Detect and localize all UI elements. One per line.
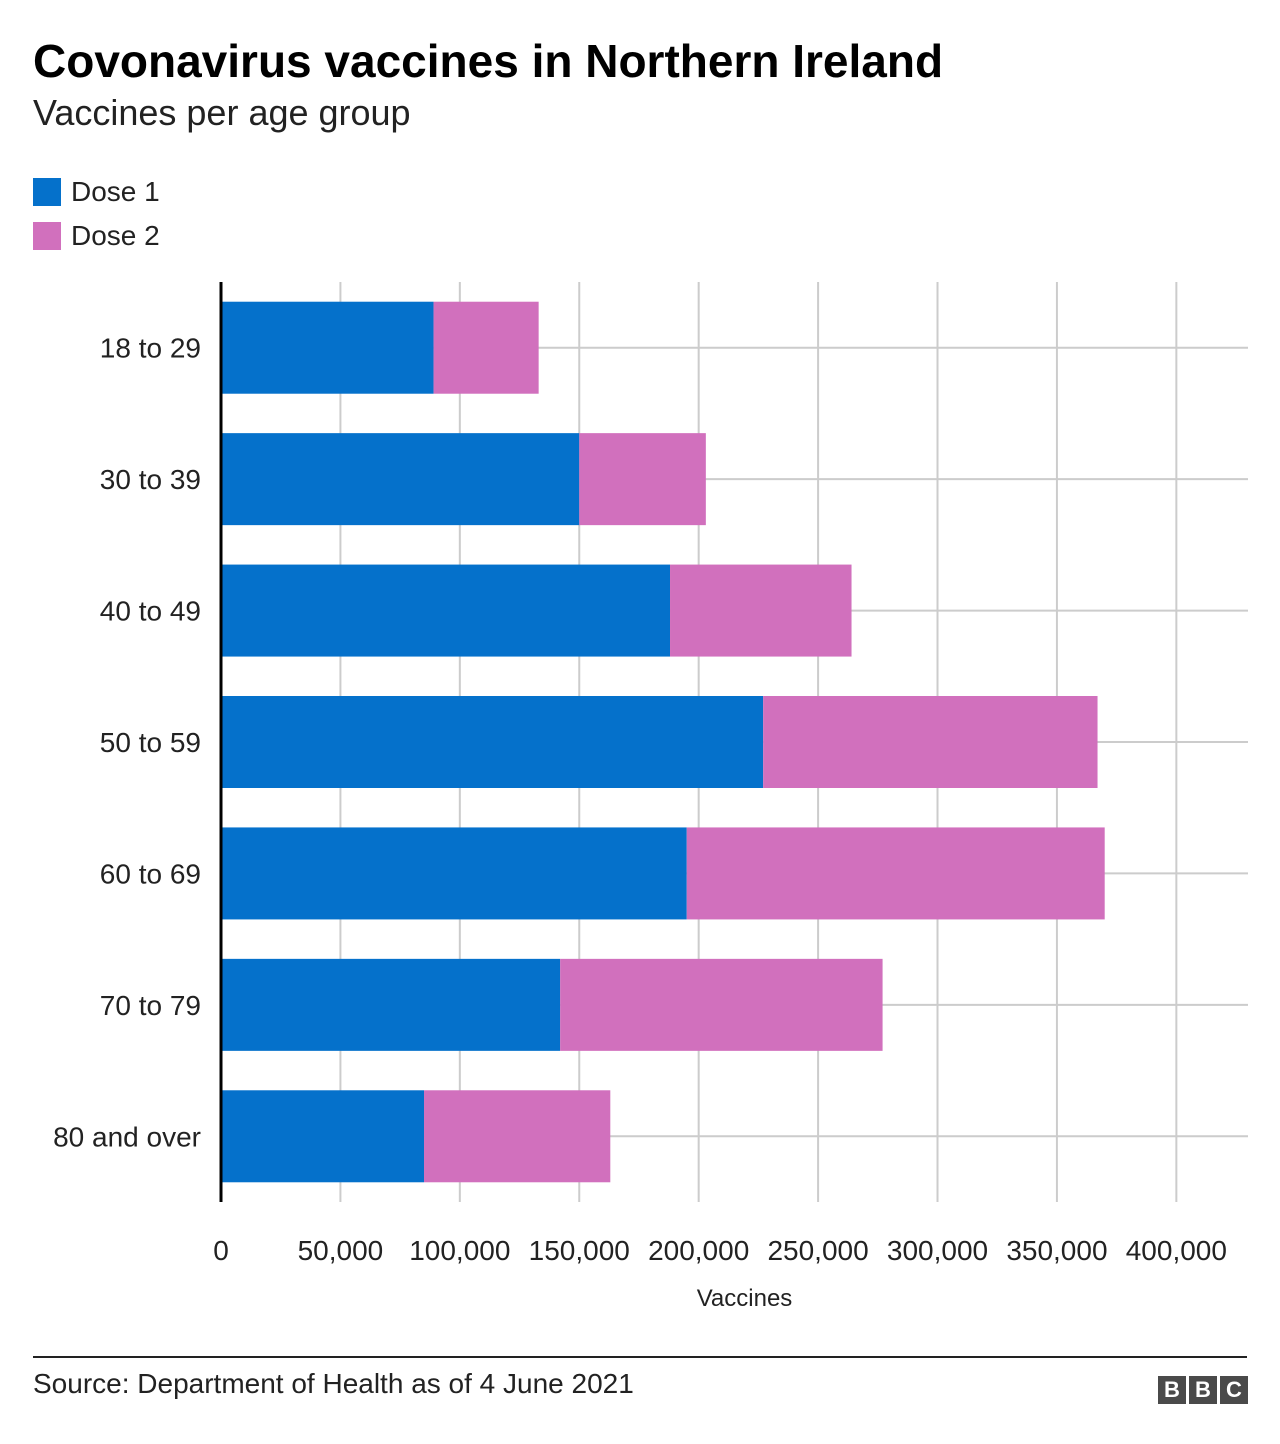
bar-chart: 18 to 29 30 to 39 40 to 49 50 to 59 60 to 69… — [53, 282, 1248, 1312]
bar-dose-2 — [670, 564, 852, 657]
footer-divider — [33, 1356, 1247, 1358]
category-label: 50 to 59 — [100, 727, 201, 758]
x-axis-label: Vaccines — [697, 1285, 793, 1312]
bbc-logo: B B C — [1158, 1376, 1248, 1404]
bbc-logo-block: B — [1158, 1376, 1186, 1404]
legend-item-dose-1: Dose 1 — [33, 170, 160, 214]
x-tick-label: 0 — [213, 1235, 229, 1266]
x-tick-label: 150,000 — [529, 1235, 630, 1266]
bar-dose-2 — [424, 1090, 611, 1183]
x-tick-label: 300,000 — [887, 1235, 988, 1266]
x-tick-label: 50,000 — [298, 1235, 384, 1266]
chart-title: Covonavirus vaccines in Northern Ireland — [33, 35, 944, 87]
bar-dose-1 — [221, 696, 764, 788]
category-label: 80 and over — [53, 1121, 201, 1152]
bbc-logo-block: C — [1220, 1376, 1248, 1404]
legend-swatch-dose-1 — [33, 178, 61, 206]
bar-dose-2 — [433, 301, 539, 394]
x-tick-label: 250,000 — [767, 1235, 868, 1266]
source-note: Source: Department of Health as of 4 Jun… — [33, 1368, 634, 1399]
bar-dose-1 — [221, 1090, 425, 1183]
legend-swatch-dose-2 — [33, 222, 61, 250]
legend-label-dose-1: Dose 1 — [71, 176, 160, 207]
x-tick-label: 350,000 — [1006, 1235, 1107, 1266]
bar-dose-2 — [763, 696, 1098, 788]
chart-subtitle: Vaccines per age group — [33, 92, 411, 133]
bar-dose-2 — [686, 827, 1105, 920]
bar-dose-1 — [221, 433, 580, 526]
bar-dose-2 — [579, 433, 706, 526]
bar-dose-1 — [221, 827, 687, 920]
category-label: 60 to 69 — [100, 858, 201, 889]
bar-dose-1 — [221, 301, 434, 394]
x-tick-label: 100,000 — [409, 1235, 510, 1266]
legend-item-dose-2: Dose 2 — [33, 214, 160, 258]
bar-dose-1 — [221, 564, 671, 657]
legend-label-dose-2: Dose 2 — [71, 220, 160, 251]
bbc-logo-block: B — [1189, 1376, 1217, 1404]
bar-dose-2 — [560, 958, 883, 1051]
category-label: 70 to 79 — [100, 990, 201, 1021]
category-label: 18 to 29 — [100, 333, 201, 364]
category-label: 30 to 39 — [100, 464, 201, 495]
category-label: 40 to 49 — [100, 596, 201, 627]
x-tick-label: 200,000 — [648, 1235, 749, 1266]
bar-dose-1 — [221, 958, 561, 1051]
legend: Dose 1 Dose 2 — [33, 170, 160, 258]
x-tick-label: 400,000 — [1126, 1235, 1227, 1266]
